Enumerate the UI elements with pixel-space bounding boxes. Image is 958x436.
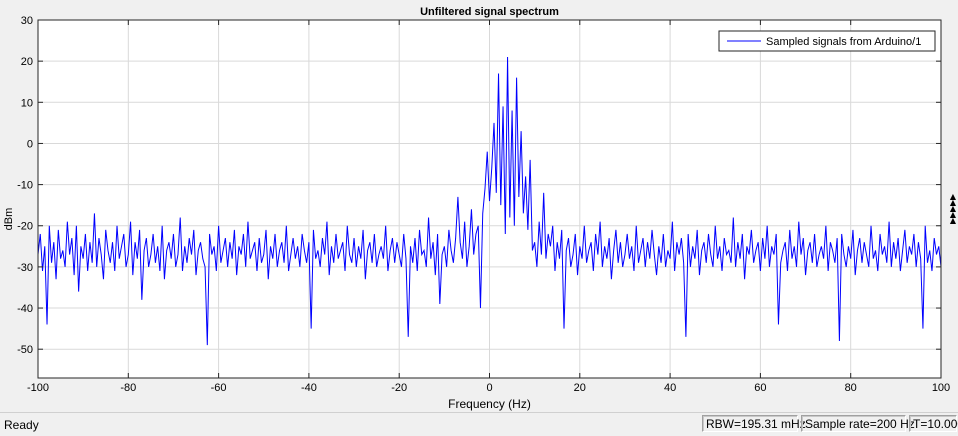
y-tick-label: 10 <box>21 97 33 109</box>
side-arrow-icon[interactable]: ▲ <box>949 204 957 213</box>
status-bar: Ready RBW=195.31 mHz Sample rate=200 Hz … <box>0 412 958 436</box>
plot-side-controls[interactable]: ▲ ▲ ▲ ▲ ▲ <box>948 192 958 225</box>
y-tick-label: -50 <box>17 344 33 356</box>
x-tick-label: -20 <box>391 382 407 394</box>
y-tick-label: -40 <box>17 303 33 315</box>
sample-rate-readout: Sample rate=200 Hz <box>801 415 915 432</box>
x-tick-label: -60 <box>211 382 227 394</box>
x-tick-label: -80 <box>120 382 136 394</box>
plot-figure: -100 -80 -60 -40 -20 0 20 40 60 80 100 30 20 10 0 -10 -2… <box>3 6 958 411</box>
spectrum-plot: -100 -80 -60 -40 -20 0 20 40 60 80 1003020100-10-2… <box>3 6 950 411</box>
chart-title: Unfiltered signal spectrum <box>420 6 559 18</box>
y-tick-label: 20 <box>21 56 33 68</box>
side-arrow-icon[interactable]: ▲ <box>949 216 957 225</box>
time-readout: T=10.000 <box>909 415 958 432</box>
y-tick-label: -20 <box>17 221 33 233</box>
rbw-readout: RBW=195.31 mHz <box>702 415 806 432</box>
y-tick-label: 30 <box>21 15 33 27</box>
legend-box <box>718 30 936 52</box>
status-ready-text: Ready <box>4 418 39 432</box>
y-tick-label: 0 <box>27 138 33 150</box>
y-axis-label: dBm <box>3 208 15 231</box>
y-tick-label: -30 <box>17 262 33 274</box>
x-tick-label: 0 <box>486 382 492 394</box>
x-tick-label: 20 <box>574 382 586 394</box>
x-tick-label: 40 <box>664 382 676 394</box>
x-tick-label: 100 <box>932 382 950 394</box>
x-tick-label: -100 <box>27 382 49 394</box>
series-line-0 <box>38 57 941 346</box>
side-arrow-icon[interactable]: ▲ <box>949 210 957 219</box>
x-tick-label: -40 <box>301 382 317 394</box>
side-arrow-icon[interactable]: ▲ <box>949 198 957 207</box>
y-tick-label: -10 <box>17 180 33 192</box>
side-arrow-icon[interactable]: ▲ <box>949 192 957 201</box>
legend-label: Sampled signals from Arduino/1 <box>766 36 921 48</box>
x-axis-label: Frequency (Hz) <box>448 397 531 411</box>
x-tick-label: 80 <box>845 382 857 394</box>
x-tick-label: 60 <box>754 382 766 394</box>
